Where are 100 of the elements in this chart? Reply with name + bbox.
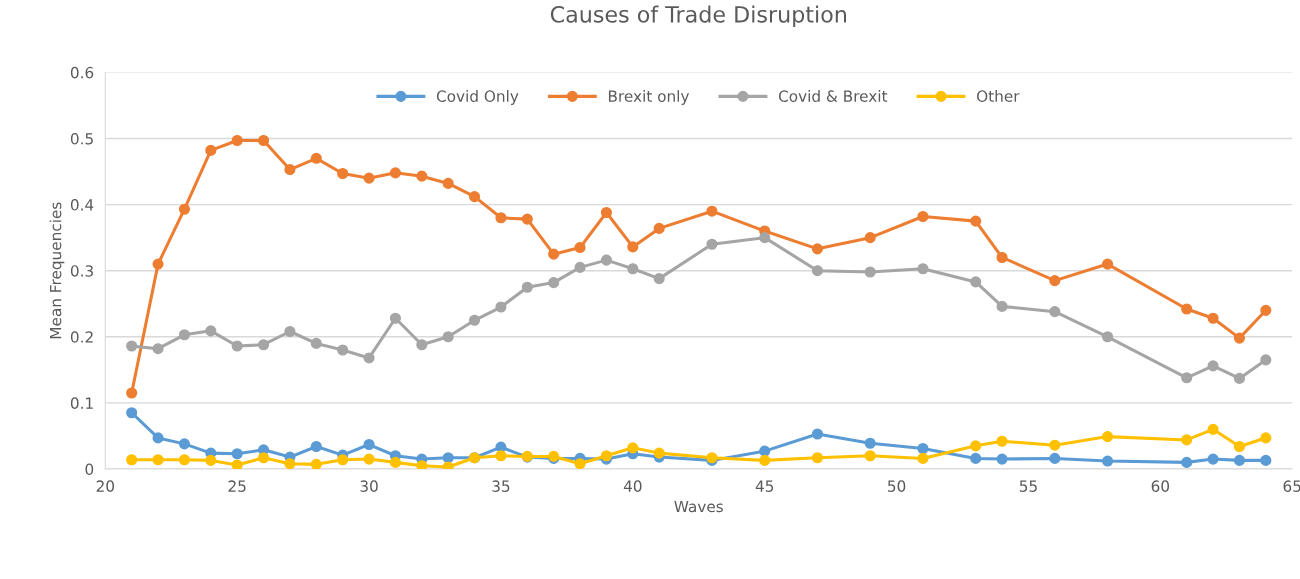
- point: [1233, 440, 1246, 453]
- point: [337, 167, 349, 180]
- point: [864, 266, 876, 278]
- x-tick-label: 55: [1019, 480, 1037, 492]
- x-tick-label: 65: [1283, 480, 1300, 492]
- point: [178, 438, 190, 450]
- point: [1049, 452, 1061, 464]
- x-axis-title: Waves: [674, 500, 723, 513]
- point: [970, 440, 982, 452]
- point: [178, 454, 190, 466]
- x-tick-label: 20: [96, 480, 115, 492]
- point: [231, 134, 243, 147]
- point: [548, 277, 560, 289]
- point: [970, 215, 982, 227]
- point: [284, 325, 296, 338]
- point: [152, 343, 164, 355]
- point: [178, 329, 190, 341]
- point: [205, 325, 217, 337]
- x-tick-label: 30: [360, 480, 378, 492]
- point: [337, 454, 349, 466]
- point: [811, 452, 823, 464]
- point: [363, 352, 375, 364]
- point: [864, 437, 876, 449]
- point: [627, 263, 639, 275]
- point: [759, 454, 771, 466]
- point: [970, 276, 982, 288]
- x-tick-label: 35: [492, 480, 510, 492]
- point: [1181, 434, 1193, 446]
- point: [1260, 432, 1272, 444]
- point: [152, 454, 164, 466]
- point: [310, 337, 322, 349]
- point: [126, 407, 138, 419]
- point: [469, 191, 481, 203]
- point: [1049, 275, 1061, 287]
- point: [284, 458, 296, 469]
- point: [706, 238, 718, 250]
- point: [653, 447, 665, 459]
- point: [257, 134, 270, 147]
- x-tick-label: 45: [755, 480, 774, 492]
- point: [1049, 439, 1061, 451]
- point: [152, 432, 164, 444]
- point: [495, 301, 507, 313]
- point: [600, 206, 612, 219]
- point: [1049, 306, 1061, 318]
- point: [1102, 431, 1114, 443]
- point: [231, 340, 243, 352]
- point: [205, 454, 217, 466]
- point: [574, 458, 586, 469]
- x-tick-label: 40: [623, 480, 642, 492]
- point: [811, 428, 823, 440]
- point: [310, 440, 322, 453]
- point: [574, 261, 586, 273]
- point: [1233, 372, 1246, 384]
- point: [574, 241, 586, 254]
- point: [442, 177, 454, 189]
- point: [627, 241, 639, 253]
- y-axis-title: Mean Frequencies: [49, 202, 65, 339]
- point: [653, 273, 665, 285]
- point: [310, 458, 322, 469]
- point: [917, 442, 929, 455]
- point: [363, 453, 375, 465]
- point: [521, 213, 533, 225]
- point: [1102, 331, 1114, 343]
- point: [1102, 455, 1114, 467]
- point: [811, 265, 823, 277]
- point: [917, 210, 929, 223]
- point: [1233, 454, 1246, 466]
- point: [864, 450, 876, 462]
- point: [1102, 258, 1114, 270]
- point: [996, 251, 1008, 264]
- y-tick-label: 0.5: [70, 132, 93, 145]
- point: [442, 452, 454, 464]
- point: [996, 453, 1008, 465]
- point: [1181, 303, 1193, 315]
- point: [389, 456, 401, 468]
- point: [389, 167, 401, 179]
- y-tick-label: 0.4: [70, 199, 94, 211]
- point: [1207, 423, 1219, 435]
- point: [126, 387, 138, 399]
- point: [759, 445, 771, 457]
- point: [548, 248, 560, 260]
- point: [1207, 312, 1219, 324]
- y-tick-label: 0: [85, 463, 94, 476]
- point: [152, 258, 164, 270]
- point: [970, 452, 982, 464]
- point: [811, 243, 823, 255]
- point: [1260, 354, 1272, 366]
- point: [653, 222, 665, 234]
- point: [442, 331, 454, 343]
- chart-title: Causes of Trade Disruption: [550, 5, 846, 27]
- point: [521, 281, 533, 293]
- point: [759, 232, 771, 244]
- point: [495, 212, 507, 224]
- point: [469, 314, 481, 326]
- point: [416, 170, 428, 182]
- point: [363, 438, 375, 451]
- point: [600, 254, 612, 266]
- point: [310, 152, 322, 164]
- point: [389, 312, 401, 324]
- point: [231, 459, 243, 469]
